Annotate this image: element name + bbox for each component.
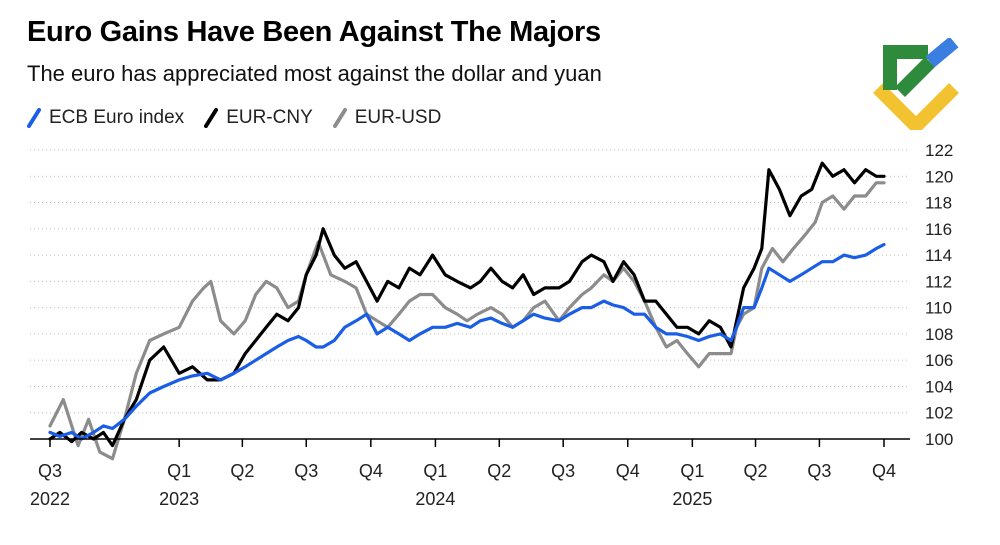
- y-tick-label: 118: [925, 194, 952, 213]
- chart-title: Euro Gains Have Been Against The Majors: [27, 16, 601, 48]
- y-tick-label: 114: [925, 246, 952, 265]
- legend-swatch-blue-icon: [27, 108, 41, 128]
- legend-item-eur-usd: EUR-USD: [332, 107, 442, 129]
- legend-label: EUR-USD: [354, 107, 442, 128]
- brand-logo-icon: [873, 38, 959, 130]
- x-tick-label: Q4: [872, 461, 896, 481]
- y-tick-label: 106: [925, 351, 953, 370]
- x-tick-label: Q3: [807, 461, 831, 481]
- x-tick-label: Q3: [551, 461, 575, 481]
- x-tick-label: Q3: [294, 461, 318, 481]
- x-tick-label: Q1: [167, 461, 191, 481]
- x-tick-label: Q4: [359, 461, 383, 481]
- series-line-ecb-euro-index: [48, 243, 886, 441]
- x-tick-label: Q2: [487, 461, 511, 481]
- x-tick-label: Q2: [744, 461, 768, 481]
- y-tick-label: 120: [925, 167, 953, 186]
- x-year-label: 2024: [415, 489, 455, 509]
- chart-subtitle: The euro has appreciated most against th…: [27, 61, 602, 86]
- y-tick-label: 116: [925, 220, 952, 239]
- legend-item-ecb-euro-index: ECB Euro index: [27, 107, 184, 129]
- legend-swatch-black-icon: [204, 108, 219, 128]
- x-tick-label: Q2: [230, 461, 254, 481]
- chart-legend: ECB Euro index EUR-CNY EUR-USD: [27, 104, 461, 132]
- legend-label: ECB Euro index: [49, 107, 185, 128]
- x-tick-label: Q4: [616, 461, 640, 481]
- legend-item-eur-cny: EUR-CNY: [204, 107, 313, 129]
- x-year-label: 2023: [159, 489, 199, 509]
- y-tick-label: 100: [925, 430, 953, 449]
- x-year-label: 2022: [30, 489, 70, 509]
- y-tick-label: 102: [925, 404, 953, 423]
- legend-label: EUR-CNY: [226, 107, 313, 128]
- x-tick-label: Q1: [680, 461, 704, 481]
- series-line-eur-usd: [48, 181, 886, 461]
- y-tick-label: 104: [925, 377, 953, 396]
- series-line-eur-cny: [48, 161, 886, 448]
- y-tick-label: 108: [925, 325, 953, 344]
- legend-swatch-gray-icon: [332, 108, 347, 128]
- x-tick-label: Q1: [423, 461, 447, 481]
- y-tick-label: 110: [925, 299, 952, 318]
- y-tick-label: 122: [925, 141, 953, 160]
- x-year-label: 2025: [672, 489, 712, 509]
- y-tick-label: 112: [925, 272, 952, 291]
- x-tick-label: Q3: [38, 461, 62, 481]
